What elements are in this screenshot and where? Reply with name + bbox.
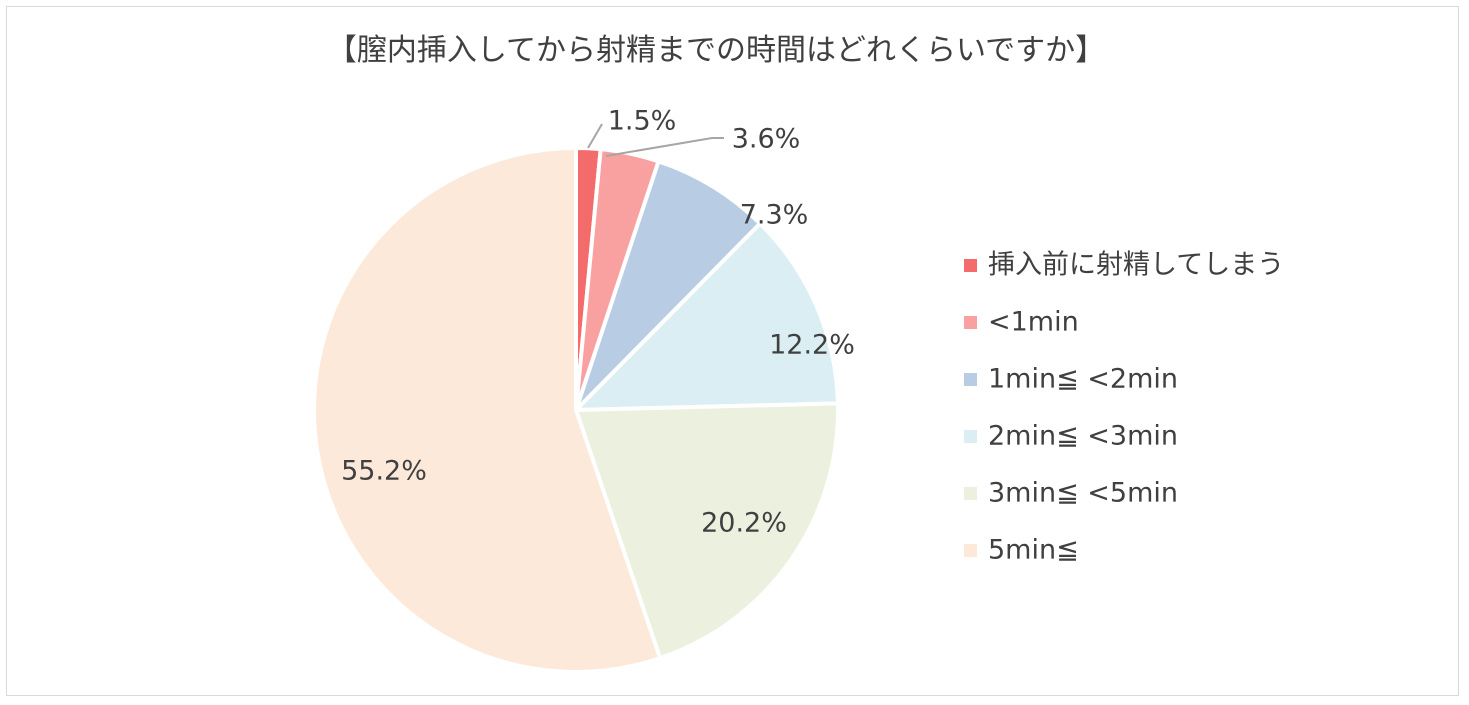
legend-label: 3min≦ <5min xyxy=(988,478,1178,509)
legend-swatch xyxy=(964,316,977,329)
legend-label: 2min≦ <3min xyxy=(988,421,1178,452)
data-label: 7.3% xyxy=(740,200,809,231)
pie-slice xyxy=(574,221,840,412)
leader-line xyxy=(587,123,603,149)
pie-slice xyxy=(574,401,840,661)
leader-line xyxy=(605,137,724,157)
legend-swatch xyxy=(964,259,977,272)
data-label: 12.2% xyxy=(769,330,855,361)
legend-label: <1min xyxy=(988,307,1079,338)
legend-label: 5min≦ xyxy=(988,535,1079,566)
data-label: 20.2% xyxy=(701,508,787,539)
pie-slice xyxy=(312,146,663,674)
data-label: 1.5% xyxy=(608,106,677,137)
pie-slice xyxy=(574,159,763,412)
legend-swatch xyxy=(964,487,977,500)
legend-swatch xyxy=(964,430,977,443)
pie-slices xyxy=(312,145,840,674)
chart-title: 【膣内挿入してから射精までの時間はどれくらいですか】 xyxy=(327,33,1105,68)
leader-lines xyxy=(587,123,724,157)
legend-swatch xyxy=(964,373,977,386)
data-label: 3.6% xyxy=(732,124,801,155)
data-label: 55.2% xyxy=(341,456,427,487)
legend: 挿入前に射精してしまう <1min 1min≦ <2min 2min≦ <3min 3m… xyxy=(964,250,1284,566)
legend-swatch xyxy=(964,544,977,557)
legend-label: 挿入前に射精してしまう xyxy=(988,250,1284,281)
legend-label: 1min≦ <2min xyxy=(988,364,1178,395)
data-labels: 1.5% 3.6% 7.3% 12.2% 20.2% 55.2% xyxy=(341,106,855,539)
